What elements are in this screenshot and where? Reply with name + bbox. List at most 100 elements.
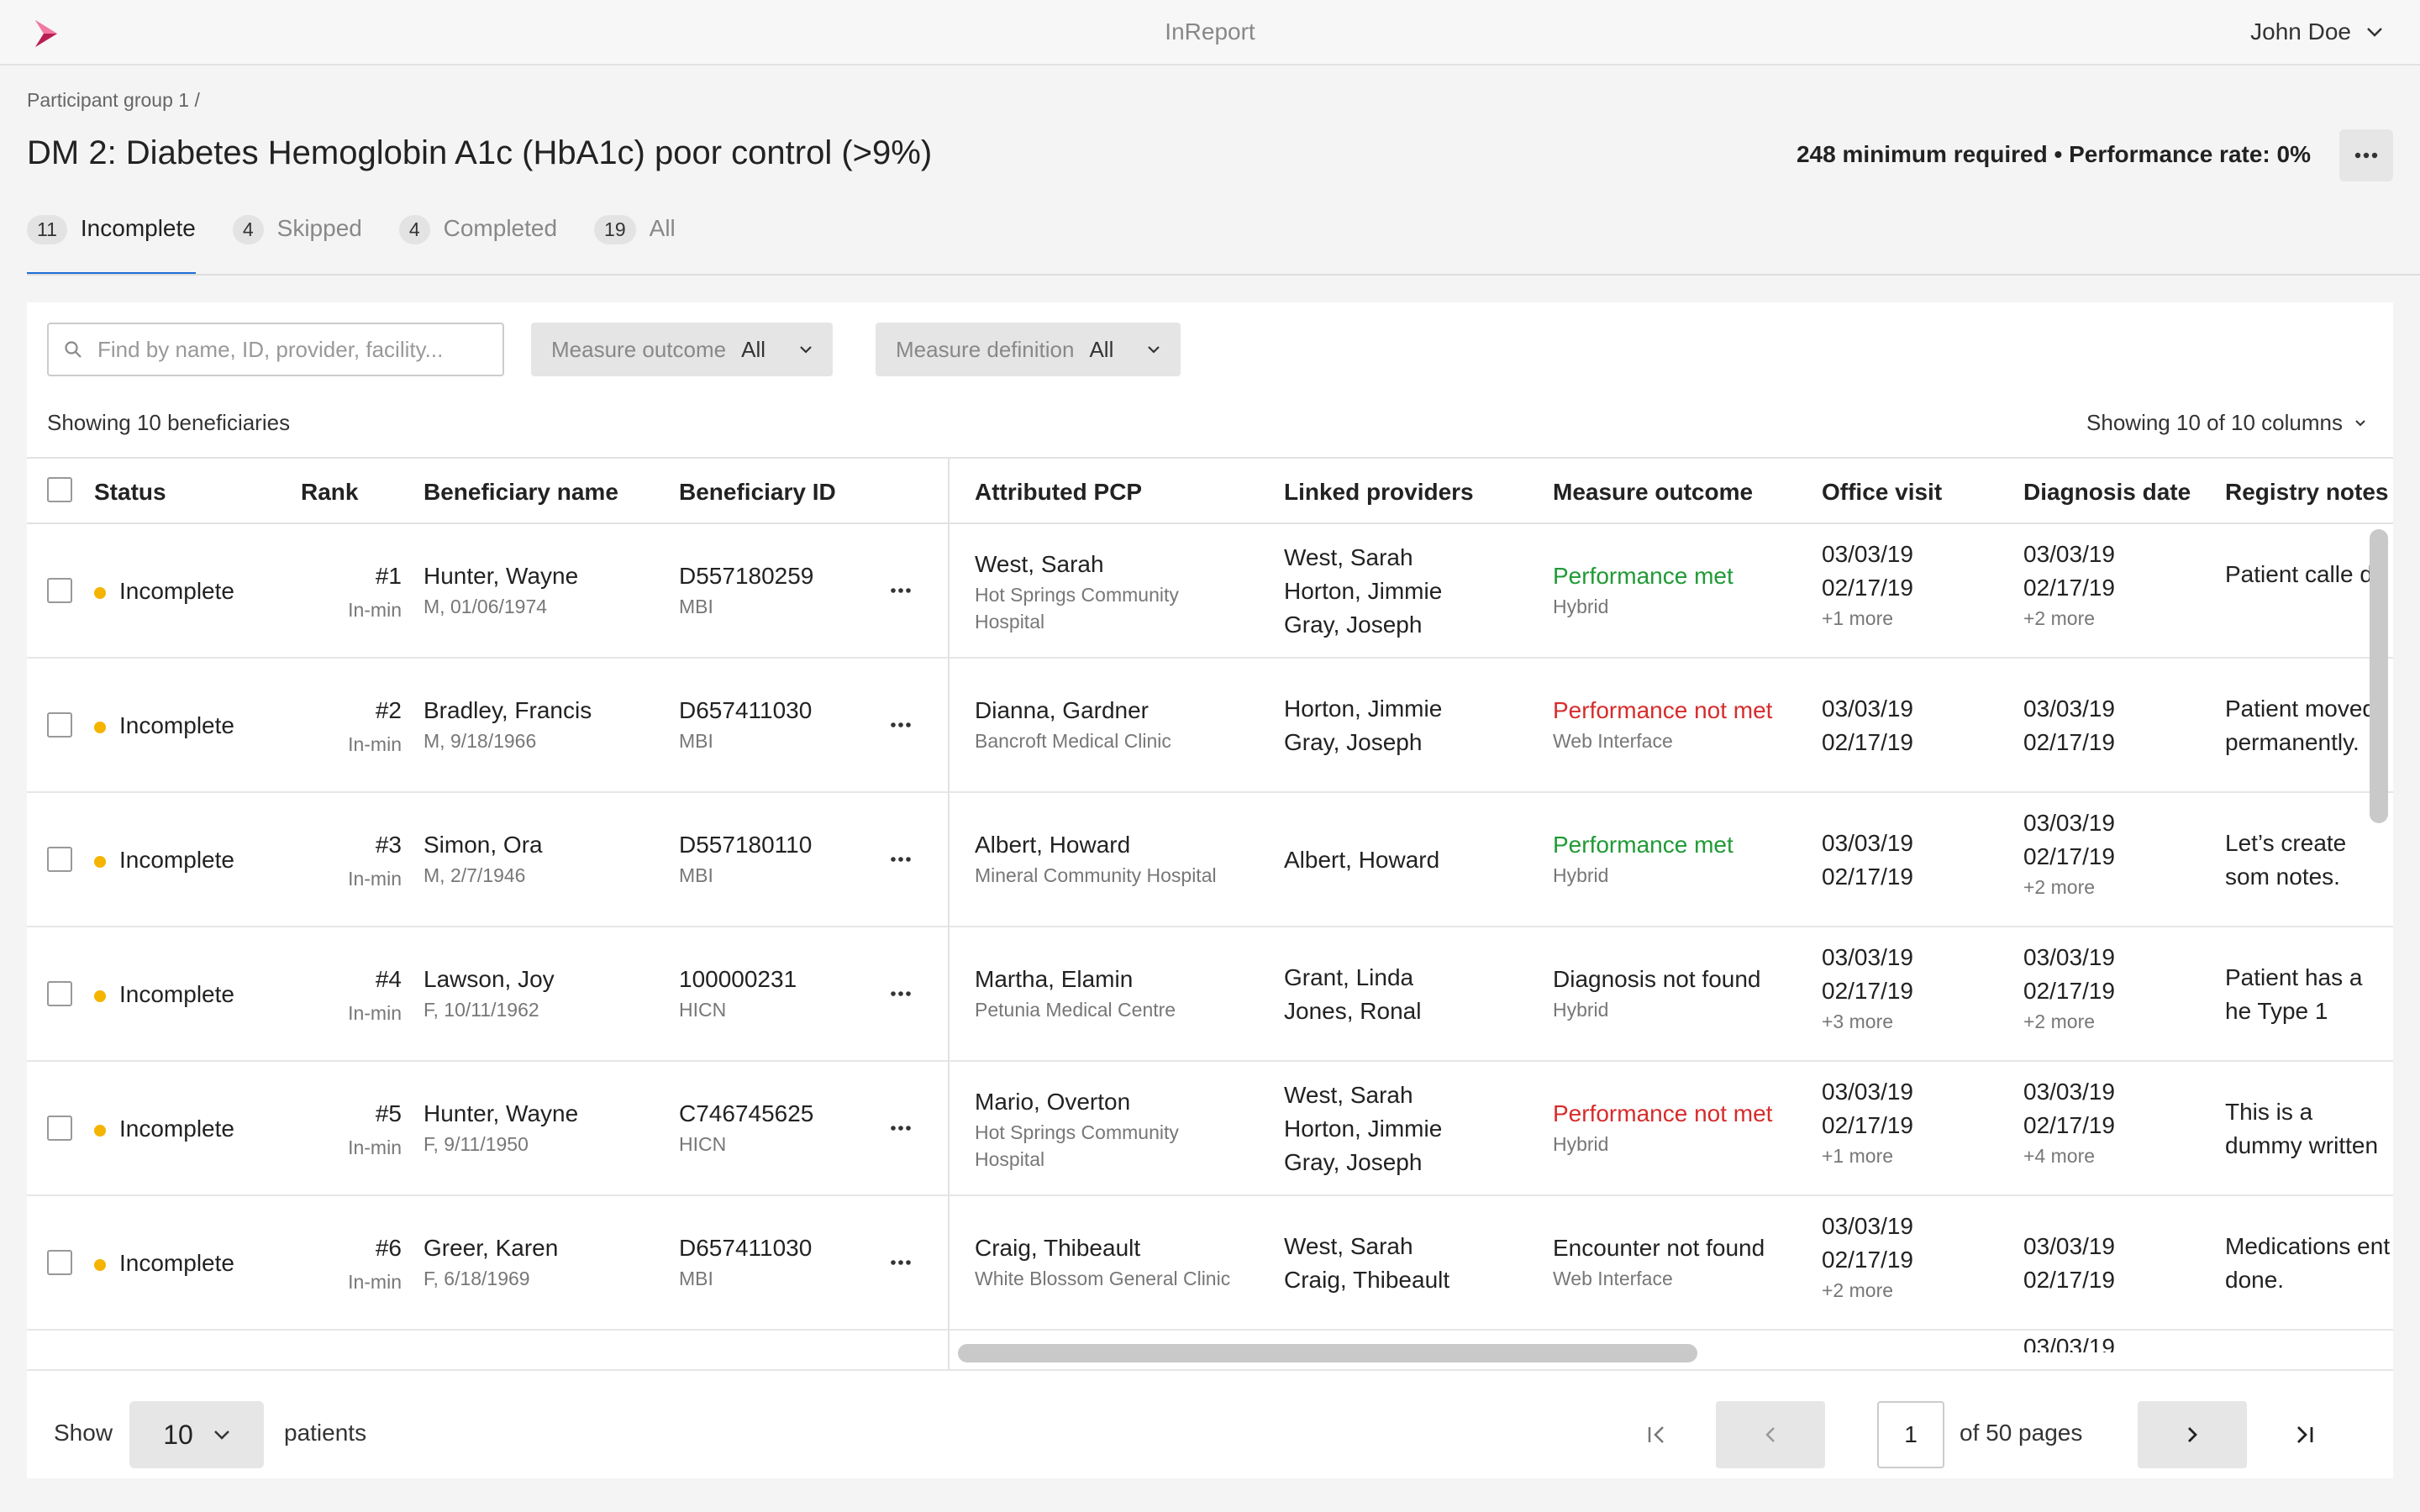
tab-all[interactable]: 19 All [594,210,676,276]
beneficiary-name[interactable]: Greer, Karen [424,1235,559,1261]
pcp-facility: Hot Springs Community Hospital [975,584,1179,633]
column-header-status[interactable]: Status [94,479,166,505]
office-visit-cell: 03/03/19 02/17/19 [1822,827,1913,894]
row-checkbox[interactable] [47,847,72,872]
table-row[interactable]: Incomplete #5 In-min Hunter, Wayne F, 9/11/1… [27,1062,2393,1196]
beneficiary-details: F, 9/11/1950 [424,1133,529,1155]
beneficiary-name[interactable]: Hunter, Wayne [424,563,579,589]
diagnosis-date: 03/03/19 [2023,810,2115,836]
office-visit-date: 02/17/19 [1822,729,1913,755]
measure-definition-filter[interactable]: Measure definition All [876,323,1181,376]
row-actions-button[interactable] [891,1245,911,1272]
page-size-value: 10 [163,1419,193,1450]
search-input[interactable] [97,336,492,363]
columns-selector[interactable]: Showing 10 of 10 columns [2086,410,2366,436]
row-actions-button[interactable] [891,842,911,869]
beneficiary-name[interactable]: Hunter, Wayne [424,1100,579,1126]
measure-outcome-filter[interactable]: Measure outcome All [531,323,834,376]
rank-cell: #3 In-min [304,828,402,895]
office-visit-date: 02/17/19 [1822,1112,1913,1138]
more-link[interactable]: +4 more [2023,1145,2096,1167]
status-label: Incomplete [119,1250,234,1276]
search-box[interactable] [47,323,504,376]
first-page-button[interactable] [1623,1401,1691,1468]
app-logo-icon[interactable] [32,18,60,49]
vertical-scrollbar[interactable] [2370,529,2388,823]
column-header-linked-providers[interactable]: Linked providers [1284,479,1474,505]
table-row[interactable]: Incomplete #1 In-min Hunter, Wayne M, 01/06/… [27,524,2393,659]
tab-incomplete[interactable]: 11 Incomplete [27,210,196,276]
column-header-beneficiary-name[interactable]: Beneficiary name [424,479,618,505]
tab-count: 11 [27,215,67,244]
beneficiary-name[interactable]: Simon, Ora [424,832,543,858]
rank-cell: #2 In-min [304,694,402,761]
select-all-checkbox[interactable] [47,477,72,502]
row-actions-button[interactable] [891,707,911,734]
linked-provider: Horton, Jimmie [1284,1116,1443,1142]
page-size-select[interactable]: 10 [129,1401,264,1468]
registry-notes-cell: Patient has a he Type 1 Diabetes [2225,964,2363,1024]
attributed-pcp-cell: West, Sarah Hot Springs Community Hospita… [975,548,1244,635]
pcp-name: Dianna, Gardner [975,697,1150,723]
more-link[interactable]: +3 more [1822,1011,1894,1032]
table-row[interactable]: Incomplete #2 In-min Bradley, Francis M, 9/1… [27,659,2393,793]
office-visit-date: 03/03/19 [1822,830,1913,856]
last-page-icon [2297,1426,2313,1443]
more-link[interactable]: +2 more [2023,876,2096,898]
tab-skipped[interactable]: 4 Skipped [232,210,362,276]
office-visit-cell: 03/03/19 02/17/19 +1 more [1822,1075,1913,1169]
more-link[interactable]: +1 more [1822,1145,1894,1167]
tab-completed[interactable]: 4 Completed [398,210,557,276]
row-actions-button[interactable] [891,1110,911,1137]
column-header-beneficiary-id[interactable]: Beneficiary ID [679,479,836,505]
horizontal-scrollbar[interactable] [958,1344,1697,1362]
beneficiary-name[interactable]: Lawson, Joy [424,966,555,992]
table-row[interactable]: Incomplete #3 In-min Simon, Ora M, 2/7/1946 D… [27,793,2393,927]
row-checkbox[interactable] [47,1250,72,1275]
beneficiary-id-type: HICN [679,999,727,1021]
attributed-pcp-cell: Albert, Howard Mineral Community Hospital [975,828,1244,889]
table-row[interactable]: Chopra, Ashok03/03/19 [27,1331,2393,1352]
more-link[interactable]: +2 more [1822,1279,1894,1301]
page-number-input[interactable] [1877,1401,1944,1468]
column-header-rank[interactable]: Rank [301,479,359,505]
breadcrumb[interactable]: Participant group 1 / [27,89,200,111]
diagnosis-date: 03/03/19 [2023,696,2115,722]
last-page-button[interactable] [2270,1401,2338,1468]
row-actions-button[interactable] [891,573,911,600]
status-label: Incomplete [119,578,234,604]
more-link[interactable]: +1 more [1822,607,1894,629]
next-page-button[interactable] [2138,1401,2247,1468]
column-header-attributed-pcp[interactable]: Attributed PCP [975,479,1143,505]
user-menu[interactable]: John Doe [2250,18,2383,45]
beneficiary-name[interactable]: Bradley, Francis [424,697,592,723]
table-row[interactable]: Incomplete #6 In-min Greer, Karen F, 6/18/19… [27,1196,2393,1331]
table-row[interactable]: Incomplete #4 In-min Lawson, Joy F, 10/11/19… [27,927,2393,1062]
rank-sub: In-min [348,1002,402,1024]
column-header-registry-notes[interactable]: Registry notes [2225,479,2389,505]
rank-sub: In-min [348,599,402,621]
more-link[interactable]: +2 more [2023,607,2096,629]
column-header-measure-outcome[interactable]: Measure outcome [1553,479,1754,505]
row-checkbox[interactable] [47,712,72,738]
status-dot-icon [94,1124,106,1137]
row-checkbox[interactable] [47,1116,72,1141]
first-page-icon [1648,1426,1664,1443]
previous-page-button[interactable] [1716,1401,1825,1468]
more-link[interactable]: +2 more [2023,1011,2096,1032]
table-body: Incomplete #1 In-min Hunter, Wayne M, 01/06/… [27,524,2393,1352]
ellipsis-icon [891,857,911,862]
tab-label: Incomplete [80,215,196,241]
column-header-diagnosis-date[interactable]: Diagnosis date [2023,479,2191,505]
row-checkbox[interactable] [47,981,72,1006]
linked-providers-cell: Horton, Jimmie Gray, Joseph [1284,692,1442,759]
linked-providers-cell: West, Sarah Horton, Jimmie Gray, Joseph [1284,1079,1442,1179]
beneficiary-details: F, 6/18/1969 [424,1268,530,1289]
column-header-office-visit[interactable]: Office visit [1822,479,1943,505]
row-checkbox[interactable] [47,578,72,603]
row-actions-button[interactable] [891,976,911,1003]
linked-provider: Grant, Linda [1284,964,1414,990]
chevron-down-icon [213,1431,229,1440]
more-options-button[interactable] [2339,129,2393,181]
linked-providers-cell: West, Sarah Horton, Jimmie Gray, Joseph [1284,541,1442,642]
